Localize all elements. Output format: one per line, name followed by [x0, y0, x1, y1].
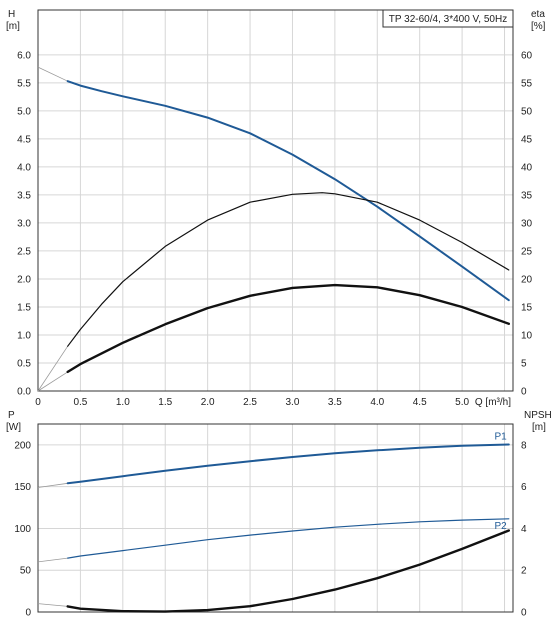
- y-left-tick-label: 1.5: [17, 302, 31, 313]
- y-left-tick-label: 0.5: [17, 358, 31, 369]
- y-left-tick-label: 150: [14, 482, 31, 493]
- y-left-tick-label: 5.0: [17, 106, 31, 117]
- y-right-tick-label: 25: [521, 246, 533, 257]
- y-right-tick-label: 60: [521, 50, 533, 61]
- chart-title: TP 32-60/4, 3*400 V, 50Hz: [389, 14, 507, 25]
- y-right-tick-label: 20: [521, 274, 533, 285]
- y-left-tick-label: 6.0: [17, 50, 31, 61]
- y-right-tick-label: 10: [521, 330, 533, 341]
- y-left-tick-label: 0.0: [17, 387, 31, 398]
- chart-title-box: [382, 9, 514, 28]
- y-right-tick-label: 45: [521, 134, 533, 145]
- x-axis-label: Q [m³/h]: [475, 397, 511, 408]
- series-extension-line: [37, 482, 68, 488]
- x-tick-label: 3.5: [328, 397, 342, 408]
- series-line-p1: [66, 443, 510, 485]
- y-right-axis-name: eta: [531, 9, 545, 20]
- power-npsh-panel: 0 50 100 150 200 0 2 4 6 8 P [W] NPSH [m] P1 P2: [6, 410, 552, 619]
- x-tick-label: 3.0: [286, 397, 300, 408]
- series-extension-line: [37, 66, 68, 82]
- x-tick-label: 4.5: [413, 397, 427, 408]
- y-right-tick-label: 5: [521, 358, 527, 369]
- series-line: [66, 529, 510, 613]
- y-left-tick-label: 4.5: [17, 134, 31, 145]
- y-right-tick-label: 8: [521, 440, 527, 451]
- series-extension-line: [37, 557, 68, 563]
- x-tick-label: 5.0: [455, 397, 469, 408]
- x-tick-label: 2.5: [243, 397, 257, 408]
- y-right-tick-label: 15: [521, 302, 533, 313]
- series-line: [66, 283, 510, 374]
- x-tick-label: 0: [35, 397, 41, 408]
- y-left-tick-label: 0: [25, 608, 31, 619]
- head-efficiency-panel: 0 0.5 1.0 1.5 2.0 2.5 3.0 3.5 4.0 4.5 5.0 0.0 0.5 1.…: [6, 9, 546, 408]
- y-left-tick-label: 3.5: [17, 190, 31, 201]
- x-tick-label: 1.5: [158, 397, 172, 408]
- y-right-tick-label: 2: [521, 566, 527, 577]
- y-left-tick-label: 1.0: [17, 330, 31, 341]
- y-right-tick-label: 4: [521, 524, 527, 535]
- y-left-tick-label: 2.0: [17, 274, 31, 285]
- y-left-tick-label: 5.5: [17, 78, 31, 89]
- series-line-p2: [67, 518, 510, 559]
- y-right-tick-label: 0: [521, 387, 527, 398]
- y-right-tick-label: 35: [521, 190, 533, 201]
- series-extension-line: [37, 345, 69, 392]
- y-right-axis-name: NPSH: [524, 410, 552, 421]
- y-left-tick-label: 100: [14, 524, 31, 535]
- series-line: [67, 192, 510, 347]
- head-efficiency-frame: [37, 9, 514, 392]
- y-right-tick-label: 0: [521, 608, 527, 619]
- x-tick-label: 0.5: [73, 397, 87, 408]
- y-left-tick-label: 50: [20, 566, 32, 577]
- y-left-tick-label: 200: [14, 440, 31, 451]
- y-left-tick-label: 2.5: [17, 246, 31, 257]
- y-right-tick-label: 6: [521, 482, 527, 493]
- x-tick-label: 1.0: [116, 397, 130, 408]
- y-right-axis-unit: [m]: [532, 422, 546, 433]
- y-right-axis-unit: [%]: [531, 21, 546, 32]
- series-extension-line: [37, 371, 68, 392]
- series-line: [66, 80, 510, 302]
- x-tick-label: 4.0: [370, 397, 384, 408]
- series-extension-line: [37, 603, 68, 607]
- y-right-tick-label: 30: [521, 218, 533, 229]
- x-tick-label: 2.0: [201, 397, 215, 408]
- series-label-p1: P1: [495, 431, 508, 442]
- y-left-tick-label: 3.0: [17, 218, 31, 229]
- y-right-tick-label: 50: [521, 106, 533, 117]
- y-left-axis-name: H: [8, 9, 15, 20]
- y-left-axis-unit: [W]: [6, 422, 21, 433]
- power-npsh-frame: [37, 423, 514, 613]
- y-right-tick-label: 55: [521, 78, 533, 89]
- series-label-p2: P2: [495, 521, 508, 532]
- y-right-tick-label: 40: [521, 162, 533, 173]
- y-left-axis-unit: [m]: [6, 21, 20, 32]
- y-left-tick-label: 4.0: [17, 162, 31, 173]
- y-left-axis-name: P: [8, 410, 15, 421]
